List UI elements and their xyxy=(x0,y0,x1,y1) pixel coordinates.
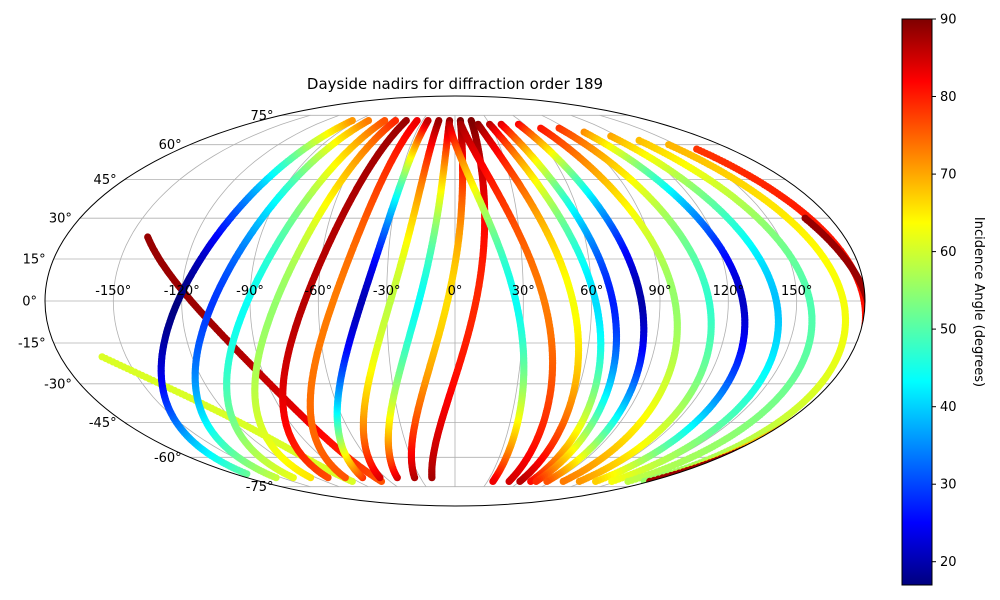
track-point xyxy=(348,117,356,125)
track-point xyxy=(391,117,400,125)
orbit-track xyxy=(428,117,489,482)
track-point xyxy=(467,117,475,125)
track-point xyxy=(592,477,600,485)
track-point xyxy=(543,477,551,485)
track-point xyxy=(435,117,443,125)
track-point xyxy=(413,117,421,125)
chart-title: Dayside nadirs for diffraction order 189 xyxy=(307,75,603,93)
track-point xyxy=(575,477,584,485)
grid-meridian xyxy=(541,114,661,488)
track-points xyxy=(98,117,865,485)
track-point xyxy=(489,477,497,485)
track-point xyxy=(424,117,432,125)
orbit-track xyxy=(157,117,356,478)
track-point xyxy=(364,117,373,125)
track-point xyxy=(505,477,513,485)
grid-meridian xyxy=(112,114,311,488)
track-point xyxy=(559,477,567,485)
track-point xyxy=(516,477,524,485)
track-point xyxy=(532,477,540,485)
track-point xyxy=(402,117,410,125)
track-point xyxy=(348,477,356,485)
